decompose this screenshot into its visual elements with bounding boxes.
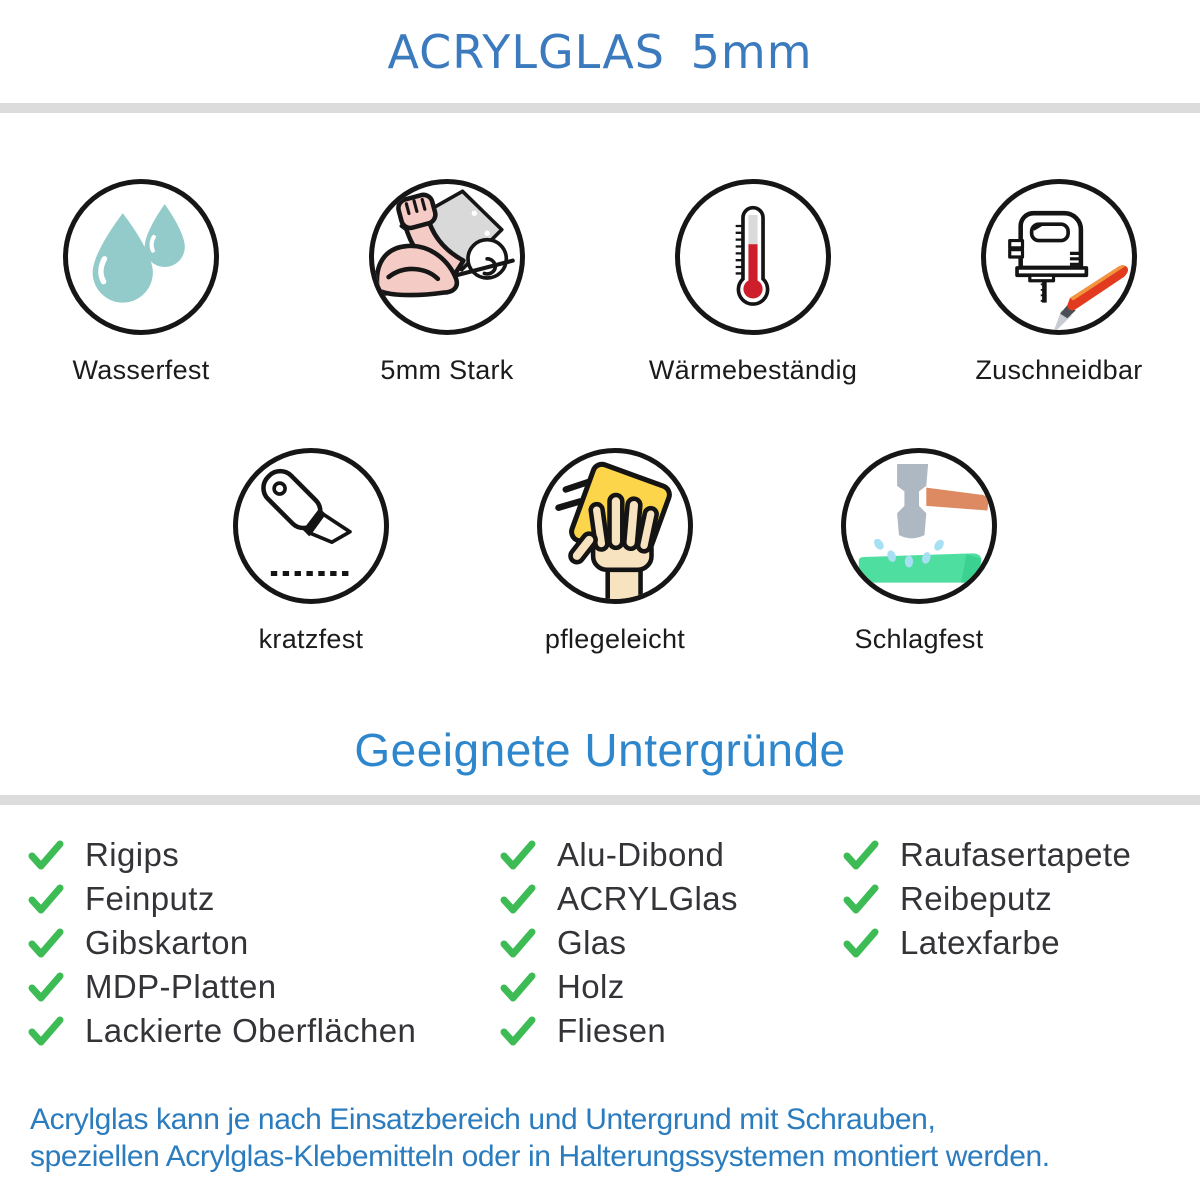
surface-label: Holz [557, 968, 625, 1005]
cleaning-hand-icon [537, 448, 693, 604]
surface-label: Fliesen [557, 1012, 667, 1049]
feature-row-1: Wasserfest 5mm Stark [0, 113, 1200, 386]
check-icon [28, 840, 64, 870]
list-item: Alu-Dibond [500, 833, 843, 877]
feature-zuschneidbar: Zuschneidbar [973, 179, 1145, 386]
list-item: Gibskarton [28, 921, 500, 965]
feature-label: Wärmebeständig [648, 355, 858, 385]
feature-label: kratzfest [258, 624, 364, 654]
list-item: Lackierte Oberflächen [28, 1009, 500, 1053]
list-item: Fliesen [500, 1009, 843, 1053]
surface-label: Alu-Dibond [557, 836, 725, 873]
mounting-note-line-2: speziellen Acrylglas-Klebemitteln oder i… [30, 1140, 1050, 1173]
check-icon [28, 972, 64, 1002]
feature-kratzfest: kratzfest [225, 448, 397, 655]
mounting-note-line-1: Acrylglas kann je nach Einsatzbereich un… [30, 1103, 936, 1136]
mounting-note: Acrylglas kann je nach Einsatzbereich un… [0, 1101, 1200, 1175]
feature-label: Zuschneidbar [975, 355, 1143, 385]
feature-pflegeleicht: pflegeleicht [529, 448, 701, 655]
jigsaw-knife-icon [981, 179, 1137, 335]
surfaces-checklist: Rigips Feinputz Gibskarton MDP-Platten L… [0, 805, 1200, 1053]
flexed-arm-sheet-icon [369, 179, 525, 335]
list-item: ACRYLGlas [500, 877, 843, 921]
check-icon [28, 928, 64, 958]
list-item: Rigips [28, 833, 500, 877]
surface-label: Lackierte Oberflächen [85, 1012, 417, 1049]
check-icon [500, 884, 536, 914]
surface-label: Raufasertapete [900, 836, 1132, 873]
surface-label: ACRYLGlas [557, 880, 738, 917]
thermometer-icon [675, 179, 831, 335]
check-icon [843, 840, 879, 870]
surface-label: Rigips [85, 836, 180, 873]
feature-row-2: kratzfest [0, 386, 1200, 655]
hammer-impact-icon [841, 448, 997, 604]
surface-label: Latexfarbe [900, 924, 1060, 961]
middle-divider [0, 795, 1200, 805]
top-divider [0, 103, 1200, 113]
check-icon [500, 972, 536, 1002]
surfaces-column-2: Alu-Dibond ACRYLGlas Glas Holz Fliesen [500, 833, 843, 1053]
page-title: ACRYLGLAS 5mm [387, 24, 813, 79]
heading-gap [0, 777, 1200, 795]
water-drops-icon [63, 179, 219, 335]
feature-label: pflegeleicht [544, 624, 686, 654]
check-icon [500, 1016, 536, 1046]
feature-waermebestaendig: Wärmebeständig [649, 179, 857, 386]
utility-knife-icon [233, 448, 389, 604]
check-icon [843, 928, 879, 958]
list-item: Glas [500, 921, 843, 965]
list-item: MDP-Platten [28, 965, 500, 1009]
feature-label: 5mm Stark [380, 355, 514, 385]
list-item: Holz [500, 965, 843, 1009]
feature-label: Schlagfest [854, 624, 984, 654]
feature-label: Wasserfest [72, 355, 210, 385]
list-item: Feinputz [28, 877, 500, 921]
check-icon [28, 884, 64, 914]
list-item: Raufasertapete [843, 833, 1200, 877]
surface-label: MDP-Platten [85, 968, 277, 1005]
list-item: Reibeputz [843, 877, 1200, 921]
check-icon [500, 840, 536, 870]
feature-5mm-stark: 5mm Stark [361, 179, 533, 386]
surfaces-heading: Geeignete Untergründe [354, 724, 846, 776]
feature-schlagfest: Schlagfest [833, 448, 1005, 655]
list-item: Latexfarbe [843, 921, 1200, 965]
surface-label: Gibskarton [85, 924, 249, 961]
surface-label: Glas [557, 924, 627, 961]
surfaces-column-3: Raufasertapete Reibeputz Latexfarbe [843, 833, 1200, 1053]
check-icon [843, 884, 879, 914]
surfaces-column-1: Rigips Feinputz Gibskarton MDP-Platten L… [28, 833, 500, 1053]
surface-label: Reibeputz [900, 880, 1053, 917]
feature-wasserfest: Wasserfest [55, 179, 227, 386]
surface-label: Feinputz [85, 880, 215, 917]
check-icon [28, 1016, 64, 1046]
check-icon [500, 928, 536, 958]
